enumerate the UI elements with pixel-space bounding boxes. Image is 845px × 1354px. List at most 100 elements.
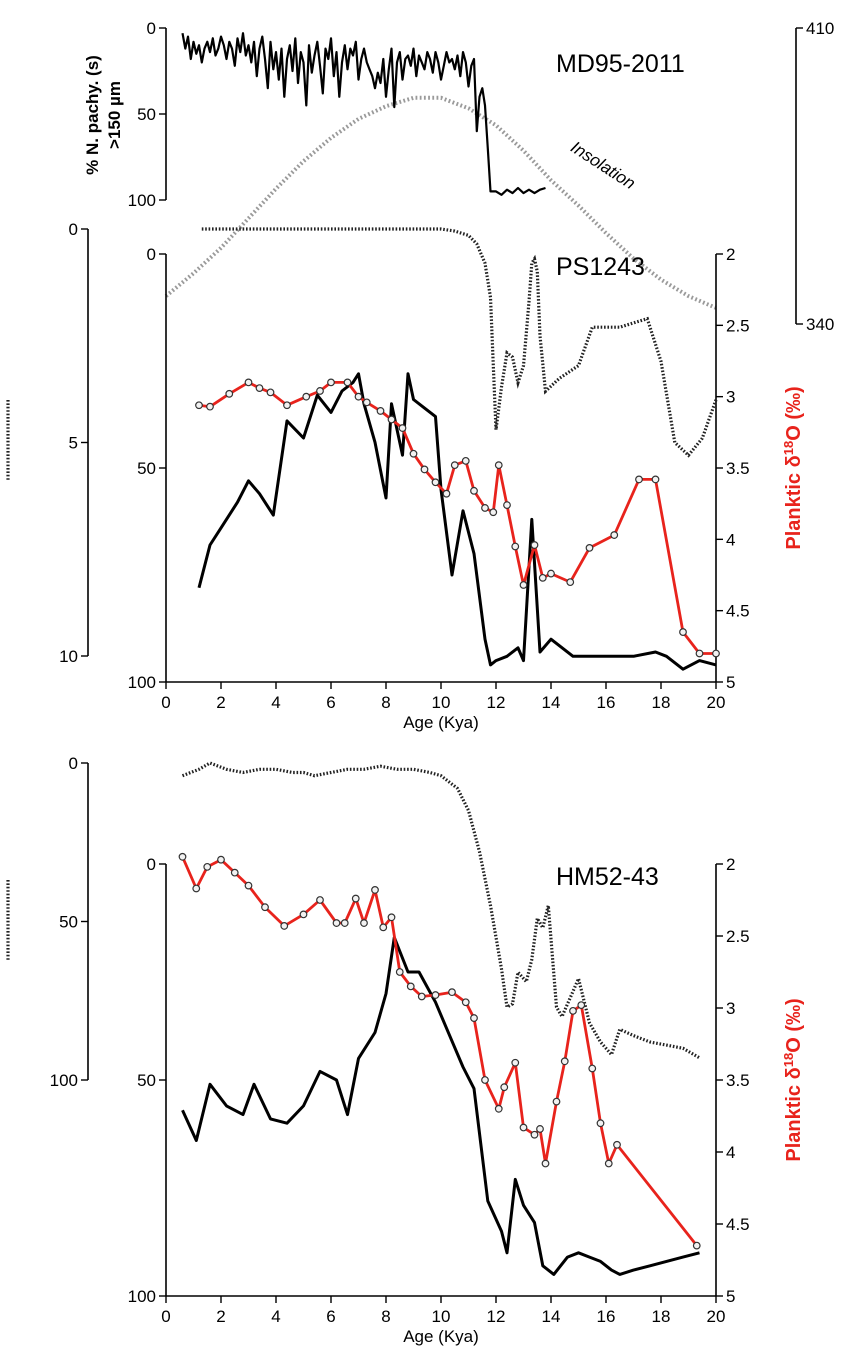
bot-left-tick-label: 50 [137, 1071, 156, 1090]
x-axis-label: Age (Kya) [403, 713, 479, 732]
d18o-data-point [596, 1119, 605, 1128]
d18o-data-point [203, 862, 212, 871]
bot-n-pachy-series-line [181, 935, 700, 1276]
bot-left-tick-label: 0 [147, 855, 156, 874]
d18o-data-point [541, 1159, 550, 1168]
d18o-data-point [244, 378, 253, 387]
d18o-data-point [379, 923, 388, 932]
d18o-data-point [192, 884, 201, 893]
d18o-data-point [577, 1001, 586, 1010]
x-tick-label: 14 [542, 693, 561, 712]
mid-right-tick-label: 2.5 [726, 316, 750, 335]
mid-right-tick-label: 4.5 [726, 602, 750, 621]
mid-right-tick-label: 3 [726, 388, 735, 407]
d18o-data-point [225, 389, 234, 398]
d18o-data-point [530, 1130, 539, 1139]
x-tick-label: 16 [597, 1307, 616, 1326]
x-tick-label: 4 [271, 693, 280, 712]
d18o-data-point [409, 449, 418, 458]
d18o-data-point [417, 992, 426, 1001]
site-label-ps1243: PS1243 [556, 253, 645, 281]
d18o-data-point [547, 569, 555, 578]
d18o-data-point [470, 486, 478, 495]
x-tick-label: 8 [381, 693, 390, 712]
x-axis-label: Age (Kya) [403, 1327, 479, 1346]
bot-right-tick-label: 5 [726, 1287, 735, 1306]
d18o-data-point [261, 903, 269, 912]
x-tick-label: 12 [487, 693, 506, 712]
bot-ird-tick-label: 100 [50, 1071, 78, 1090]
d18o-data-point [651, 475, 660, 484]
d18o-data-point [503, 501, 511, 509]
d18o-data-point [362, 398, 371, 407]
x-tick-label: 2 [216, 693, 225, 712]
d18o-data-point [604, 1159, 613, 1168]
mid-left-tick-label: 0 [147, 245, 156, 264]
x-tick-label: 12 [487, 1307, 506, 1326]
d18o-data-point [494, 1104, 503, 1113]
d18o-data-point [712, 649, 720, 658]
d18o-data-point [442, 489, 451, 498]
d18o-data-point [178, 852, 187, 861]
top-left-tick-label: 100 [128, 191, 156, 210]
d18o-data-point [566, 578, 575, 587]
d18o-data-point [519, 1123, 528, 1132]
site-label-md95-2011: MD95-2011 [556, 50, 685, 78]
mid-right-tick-label: 5 [726, 673, 735, 692]
bot-ird-tick-label: 0 [69, 754, 78, 773]
d18o-data-point [255, 384, 264, 393]
d18o-data-point [420, 465, 429, 474]
top-left-tick-label: 50 [137, 105, 156, 124]
d18o-data-point [206, 402, 214, 411]
d18o-data-point [244, 881, 253, 890]
d18o-data-point [461, 998, 470, 1007]
d18o-data-point [448, 988, 456, 997]
d18o-data-point [613, 1140, 621, 1149]
mid-ird-tick-label: 10 [59, 647, 78, 666]
mid-right-tick-label: 3.5 [726, 459, 750, 478]
d18o-data-point [343, 378, 352, 387]
d18o-data-point [461, 456, 470, 465]
d18o-data-point [695, 649, 704, 658]
mid-right-tick-label: 4 [726, 530, 735, 549]
d18o-data-point [470, 1014, 478, 1022]
mid-ird-tick-label: 0 [69, 220, 78, 239]
d18o-data-point [450, 461, 459, 470]
d18o-data-point [280, 922, 289, 930]
d18o-data-point [530, 541, 539, 549]
insolation-series-line [164, 95, 717, 310]
mid-d18o-axis-label: Planktic δ18O (‰) [781, 386, 805, 549]
d18o-data-point [511, 1058, 520, 1067]
mid-ird-series-line [201, 227, 718, 458]
x-tick-label: 16 [597, 693, 616, 712]
d18o-data-point [217, 855, 225, 864]
insolation-series-label: Insolation [567, 138, 638, 194]
d18o-data-point [481, 504, 489, 512]
site-label-hm52-43: HM52-43 [556, 863, 659, 891]
d18o-data-point [481, 1076, 489, 1084]
bot-right-tick-label: 3 [726, 999, 735, 1018]
d18o-data-point [431, 478, 440, 487]
d18o-data-point [560, 1057, 569, 1066]
d18o-data-point [360, 919, 368, 927]
x-tick-label: 10 [432, 693, 451, 712]
panel-md95-2011: 0 50 100% N. pachy. (s) >150 µm 410 340 Insola… [83, 19, 834, 334]
d18o-data-point [552, 1097, 561, 1106]
x-tick-label: 18 [652, 693, 671, 712]
bot-ird-tick-label: 50 [59, 913, 78, 932]
d18o-data-point [679, 628, 687, 636]
d18o-data-point [316, 387, 324, 395]
x-tick-label: 18 [652, 1307, 671, 1326]
d18o-data-point [351, 894, 360, 903]
top-left-tick-label: 0 [147, 19, 156, 38]
bot-right-tick-label: 4.5 [726, 1215, 750, 1234]
d18o-data-point [283, 401, 291, 410]
top-left-axis-label-line1: % N. pachy. (s) >150 µm [83, 55, 124, 175]
x-tick-label: 6 [326, 1307, 335, 1326]
d18o-data-point [299, 910, 308, 919]
x-tick-label: 14 [542, 1307, 561, 1326]
mid-d18o-series-line [198, 381, 716, 655]
bot-right-tick-label: 3.5 [726, 1071, 750, 1090]
d18o-data-point [387, 415, 396, 424]
